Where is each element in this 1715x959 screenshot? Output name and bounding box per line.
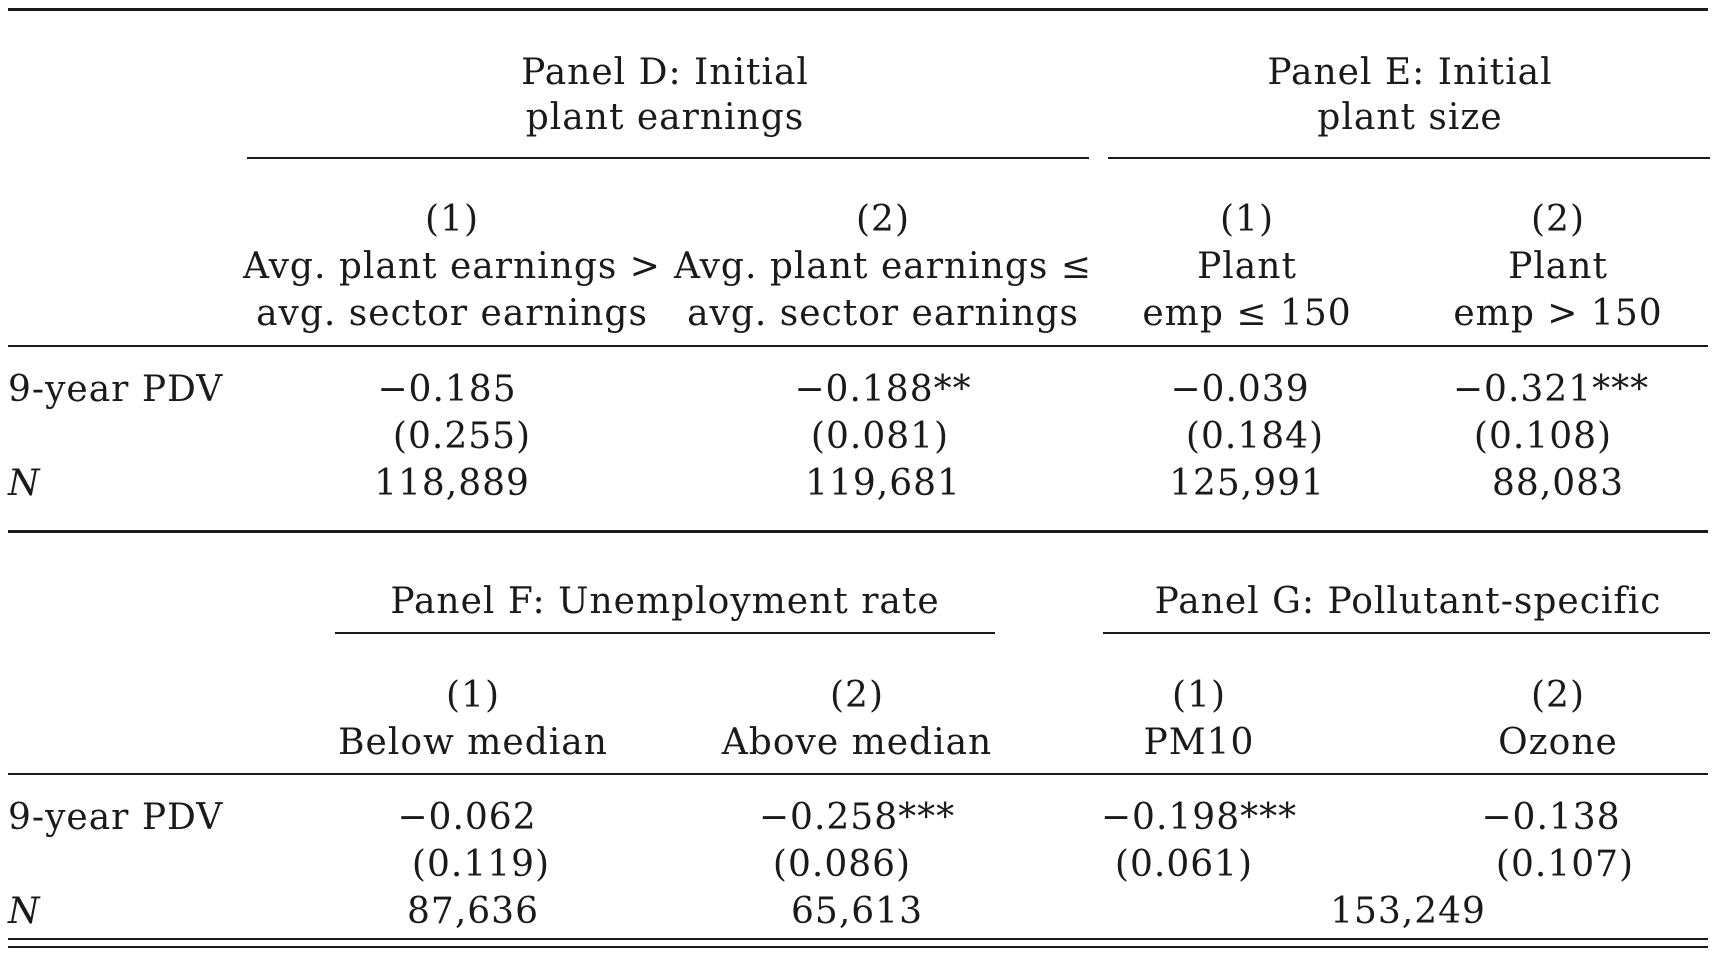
bottom-se-col1: (0.119) <box>411 844 551 885</box>
top-coef-col1: −0.185 <box>377 369 517 410</box>
table-bottom-rule-2 <box>8 946 1708 948</box>
top-col3-number: (1) <box>1220 199 1274 240</box>
bottom-n-col2: 65,613 <box>791 891 923 932</box>
top-coef-col3: −0.039 <box>1170 369 1310 410</box>
top-row-pdv-label: 9-year PDV <box>8 369 224 410</box>
bottom-col4-label: Ozone <box>1498 722 1618 763</box>
top-col4-number: (2) <box>1531 199 1585 240</box>
bottom-col1-number: (1) <box>446 675 500 716</box>
bottom-col2-number: (2) <box>830 675 884 716</box>
panel-g-title: Panel G: Pollutant-specific <box>1154 581 1662 622</box>
bottom-se-col3: (0.061) <box>1114 844 1254 885</box>
bottom-header-rule <box>8 773 1708 775</box>
top-header-rule <box>8 345 1708 347</box>
top-se-col2: (0.081) <box>810 416 950 457</box>
top-col2-label-line1: Avg. plant earnings ≤ <box>674 246 1092 287</box>
panel-g-underline <box>1103 632 1710 634</box>
top-col3-label-line1: Plant <box>1197 246 1297 287</box>
bottom-col1-label: Below median <box>338 722 608 763</box>
table-top-rule <box>8 8 1708 11</box>
bottom-n-col1: 87,636 <box>407 891 539 932</box>
bottom-coef-col3: −0.198*** <box>1100 797 1298 838</box>
bottom-row-n-label: N <box>8 891 41 932</box>
table-bottom-rule-1 <box>8 938 1708 940</box>
bottom-n-panel-g: 153,249 <box>1330 891 1486 932</box>
top-col1-label-line1: Avg. plant earnings > <box>243 246 661 287</box>
panel-e-title-line1: Panel E: Initial <box>1267 52 1553 93</box>
bottom-col4-number: (2) <box>1531 675 1585 716</box>
panel-d-underline <box>247 157 1089 159</box>
top-row-n-label: N <box>8 463 41 504</box>
panel-f-underline <box>335 632 995 634</box>
top-col3-label-line2: emp ≤ 150 <box>1142 293 1352 334</box>
top-se-col1: (0.255) <box>392 416 532 457</box>
bottom-coef-col4: −0.138 <box>1481 797 1621 838</box>
bottom-col3-label: PM10 <box>1143 722 1255 763</box>
bottom-col2-label: Above median <box>721 722 993 763</box>
panel-d-title-line2: plant earnings <box>525 97 805 138</box>
top-coef-col4: −0.321*** <box>1452 369 1650 410</box>
top-se-col3: (0.184) <box>1185 416 1325 457</box>
panel-f-title: Panel F: Unemployment rate <box>390 581 940 622</box>
top-col2-number: (2) <box>856 199 910 240</box>
bottom-coef-col1: −0.062 <box>397 797 537 838</box>
bottom-coef-col2: −0.258*** <box>758 797 956 838</box>
top-n-col4: 88,083 <box>1492 463 1624 504</box>
panel-separator-rule <box>8 530 1708 533</box>
top-col1-label-line2: avg. sector earnings <box>256 293 648 334</box>
panel-e-title-line2: plant size <box>1317 97 1503 138</box>
panel-e-underline <box>1108 157 1710 159</box>
panel-d-title-line1: Panel D: Initial <box>521 52 809 93</box>
bottom-col3-number: (1) <box>1172 675 1226 716</box>
top-se-col4: (0.108) <box>1473 416 1613 457</box>
top-n-col2: 119,681 <box>805 463 961 504</box>
top-n-col1: 118,889 <box>374 463 530 504</box>
top-coef-col2: −0.188** <box>794 369 972 410</box>
top-col4-label-line2: emp > 150 <box>1453 293 1663 334</box>
top-col4-label-line1: Plant <box>1508 246 1608 287</box>
bottom-se-col2: (0.086) <box>772 844 912 885</box>
bottom-se-col4: (0.107) <box>1495 844 1635 885</box>
top-n-col3: 125,991 <box>1169 463 1325 504</box>
top-col2-label-line2: avg. sector earnings <box>687 293 1079 334</box>
top-col1-number: (1) <box>425 199 479 240</box>
bottom-row-pdv-label: 9-year PDV <box>8 797 224 838</box>
